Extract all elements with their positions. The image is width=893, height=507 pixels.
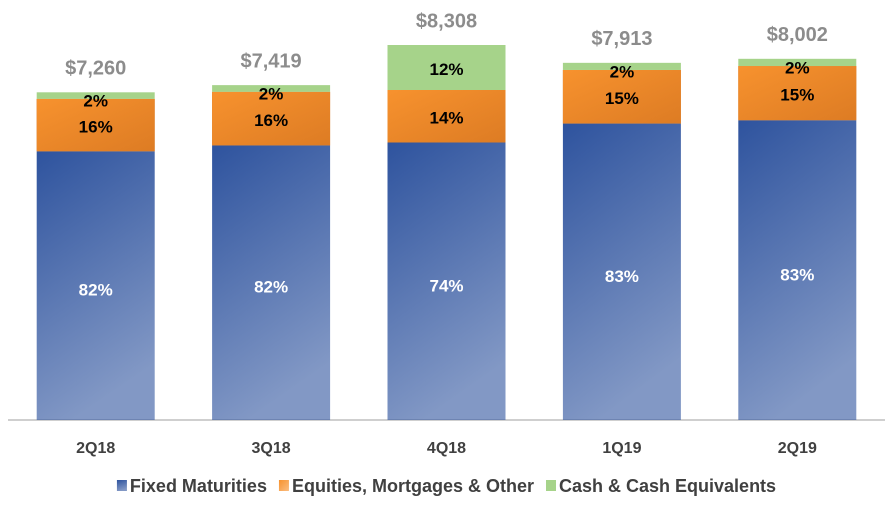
- legend-label: Fixed Maturities: [130, 476, 267, 496]
- x-tick-label: 2Q19: [778, 440, 817, 457]
- total-label: $7,913: [591, 28, 652, 50]
- bar-segment: [36, 98, 155, 152]
- bar-segment: [36, 92, 155, 99]
- bar-segment: [212, 91, 331, 146]
- legend-label: Cash & Cash Equivalents: [559, 476, 776, 496]
- x-tick-label: 2Q18: [76, 440, 115, 457]
- data-label: 74%: [429, 276, 463, 295]
- data-label: 2%: [83, 91, 108, 110]
- data-label: 15%: [780, 86, 814, 105]
- bar-segment: [387, 45, 506, 90]
- total-label: $7,260: [65, 58, 126, 80]
- data-label: 12%: [429, 60, 463, 79]
- data-label: 2%: [259, 84, 284, 103]
- x-tick-label: 1Q19: [602, 440, 641, 457]
- bar-segment: [387, 142, 506, 420]
- data-label: 83%: [780, 266, 814, 285]
- data-label: 2%: [610, 62, 635, 81]
- data-label: 16%: [254, 111, 288, 130]
- x-tick-label: 4Q18: [427, 440, 466, 457]
- data-label: 82%: [254, 278, 288, 297]
- legend-swatch: [546, 480, 556, 491]
- x-tick-label: 3Q18: [252, 440, 291, 457]
- bar-segment: [562, 123, 681, 421]
- total-label: $7,419: [241, 50, 302, 72]
- data-label: 14%: [429, 109, 463, 128]
- bar-segment: [738, 66, 857, 121]
- bar-segment: [387, 90, 506, 143]
- total-label: $8,002: [767, 24, 828, 46]
- bar-segment: [738, 58, 857, 67]
- bar-segment: [212, 85, 331, 92]
- legend: Fixed Maturities Equities, Mortgages & Ot…: [116, 476, 776, 496]
- data-label: 83%: [605, 267, 639, 286]
- bar-segment: [738, 120, 857, 420]
- data-label: 2%: [785, 59, 810, 78]
- data-label: 82%: [79, 281, 113, 300]
- legend-label: Equities, Mortgages & Other: [292, 476, 534, 496]
- bar-segment: [562, 62, 681, 70]
- bar-segment: [562, 69, 681, 124]
- legend-swatch: [116, 480, 127, 491]
- total-label: $8,308: [416, 10, 477, 32]
- bar-segment: [212, 145, 331, 421]
- data-label: 16%: [79, 118, 113, 137]
- data-label: 15%: [605, 89, 639, 108]
- bar-segment: [36, 151, 155, 420]
- legend-swatch: [278, 480, 289, 491]
